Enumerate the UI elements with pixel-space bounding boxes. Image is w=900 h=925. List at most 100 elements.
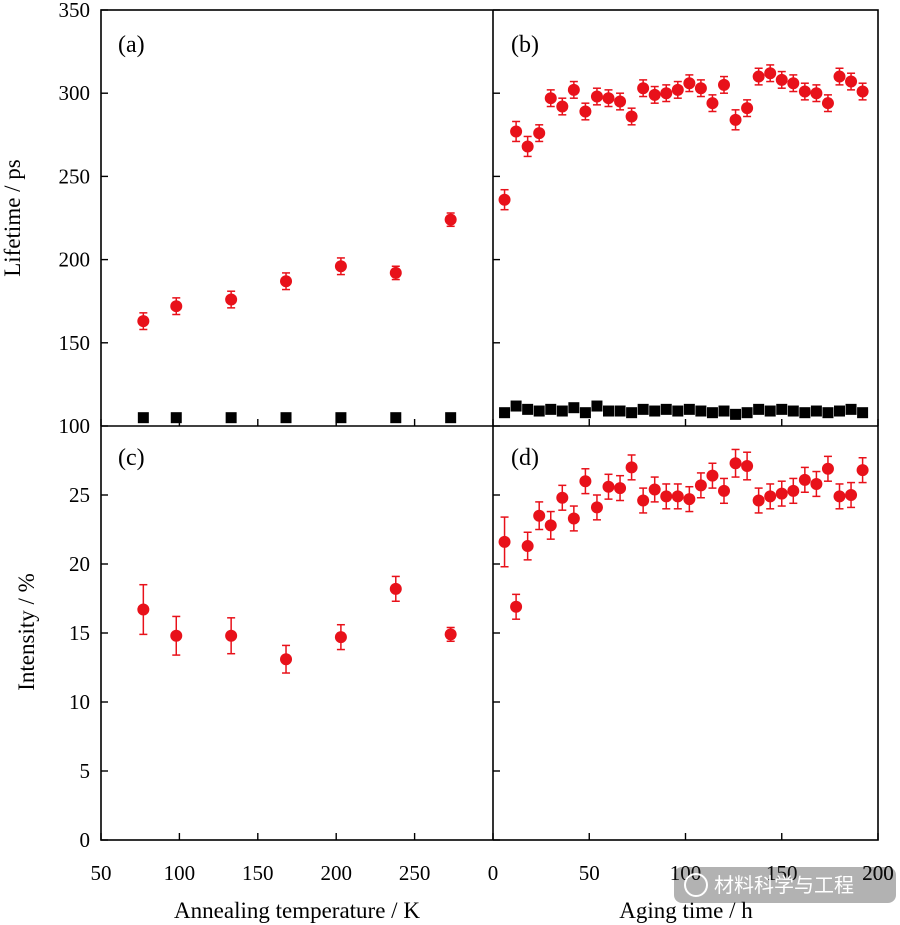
data-point-square <box>706 407 718 419</box>
data-point-square <box>845 403 857 415</box>
data-point-circle <box>821 462 834 475</box>
data-point-square <box>170 412 182 424</box>
data-point-circle <box>567 512 580 525</box>
x-tick-label: 0 <box>488 861 499 885</box>
data-point-circle <box>683 77 696 90</box>
data-point-circle <box>389 582 402 595</box>
data-point-circle <box>856 464 869 477</box>
data-point-circle <box>660 490 673 503</box>
data-point-circle <box>521 140 534 153</box>
y-tick-label: 5 <box>80 759 91 783</box>
data-point-circle <box>590 501 603 514</box>
data-point-circle <box>718 78 730 91</box>
y-axis-title-lifetime: Lifetime / ps <box>0 159 25 277</box>
x-tick-label: 200 <box>320 861 352 885</box>
data-point-square <box>614 405 626 417</box>
data-point-square <box>764 405 776 417</box>
data-point-circle <box>660 87 673 100</box>
data-point-circle <box>752 494 765 507</box>
data-point-circle <box>694 479 707 492</box>
data-point-circle <box>510 125 523 138</box>
data-point-square <box>225 412 237 424</box>
data-point-circle <box>787 77 800 90</box>
data-point-circle <box>280 275 293 288</box>
data-point-circle <box>389 266 402 279</box>
data-point-circle <box>648 483 661 496</box>
figure-frame <box>100 9 879 841</box>
data-point-circle <box>798 85 811 98</box>
data-point-circle <box>521 540 534 553</box>
data-point-square <box>787 405 799 417</box>
data-point-square <box>579 407 591 419</box>
data-point-circle <box>694 82 707 95</box>
y-tick-label: 0 <box>80 828 91 852</box>
data-point-circle <box>775 487 788 500</box>
x-axis-title-aging: Aging time / h <box>619 898 753 923</box>
y-tick-label: 100 <box>59 414 91 438</box>
data-point-circle <box>225 629 238 642</box>
data-point-circle <box>444 213 457 226</box>
data-point-square <box>730 408 742 420</box>
data-point-circle <box>625 461 638 474</box>
data-point-circle <box>590 90 603 103</box>
x-axis-title-annealing: Annealing temperature / K <box>174 898 420 923</box>
data-point-circle <box>729 113 742 126</box>
data-point-circle <box>544 92 557 105</box>
data-point-circle <box>821 97 834 110</box>
data-point-square <box>649 405 661 417</box>
data-point-circle <box>637 494 650 507</box>
data-point-circle <box>752 70 765 83</box>
data-point-circle <box>798 473 811 486</box>
panel-label-b: (b) <box>511 32 539 58</box>
y-tick-label: 20 <box>69 552 90 576</box>
data-point-square <box>603 405 614 417</box>
data-marks <box>137 64 869 674</box>
watermark-backdrop <box>674 867 896 903</box>
y-tick-label: 200 <box>59 248 91 272</box>
data-point-circle <box>579 475 592 488</box>
x-tick-label: 50 <box>579 861 600 885</box>
x-tick-label: 150 <box>242 861 274 885</box>
data-point-square <box>857 407 869 419</box>
watermark-text: 材料科学与工程 <box>714 873 854 897</box>
data-point-square <box>591 400 603 412</box>
data-point-circle <box>671 490 684 503</box>
data-point-circle <box>833 490 846 503</box>
wechat-logo-icon <box>684 873 708 897</box>
data-point-square <box>672 405 684 417</box>
panel-label-c: (c) <box>118 445 145 471</box>
watermark: 材料科学与工程 <box>674 867 896 903</box>
data-point-circle <box>170 629 183 642</box>
data-point-circle <box>856 85 869 98</box>
data-point-circle <box>602 92 615 105</box>
data-point-square <box>626 407 638 419</box>
data-point-circle <box>787 484 800 497</box>
data-point-square <box>660 403 672 415</box>
data-point-circle <box>137 603 150 616</box>
data-point-square <box>683 403 695 415</box>
x-tick-label: 100 <box>164 861 196 885</box>
data-point-circle <box>637 82 650 95</box>
data-point-circle <box>741 102 754 115</box>
data-point-square <box>822 407 834 419</box>
tick-labels: 100 150 200 250 300 350 0 5 10 15 20 25 50 100 150 200 2… <box>59 0 894 885</box>
x-tick-label: 150 <box>766 861 798 885</box>
data-point-circle <box>579 105 592 118</box>
data-point-circle <box>280 653 293 666</box>
data-point-circle <box>556 100 569 113</box>
data-point-circle <box>845 75 858 88</box>
data-point-circle <box>671 83 684 96</box>
data-point-circle <box>810 477 823 490</box>
panel-label-d: (d) <box>511 445 539 471</box>
panel-label-a: (a) <box>118 32 145 58</box>
data-point-square <box>280 412 292 424</box>
data-point-circle <box>510 600 523 613</box>
data-point-circle <box>764 490 777 503</box>
data-point-square <box>545 403 557 415</box>
data-point-circle <box>718 484 730 497</box>
data-point-circle <box>602 480 615 493</box>
data-point-circle <box>706 469 719 482</box>
data-point-square <box>637 403 649 415</box>
data-point-square <box>335 412 347 424</box>
data-point-square <box>776 403 788 415</box>
